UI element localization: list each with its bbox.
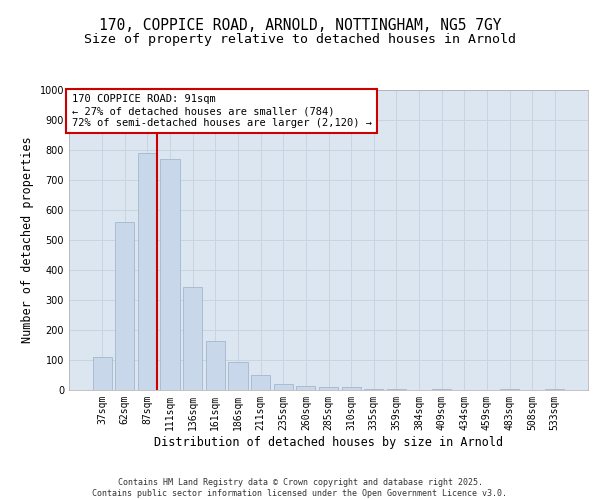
Bar bbox=[387, 388, 406, 390]
X-axis label: Distribution of detached houses by size in Arnold: Distribution of detached houses by size … bbox=[154, 436, 503, 448]
Bar bbox=[115, 222, 134, 390]
Bar bbox=[229, 362, 248, 390]
Bar bbox=[251, 375, 270, 390]
Y-axis label: Number of detached properties: Number of detached properties bbox=[21, 136, 34, 344]
Bar bbox=[432, 388, 451, 390]
Bar bbox=[92, 357, 112, 390]
Text: Contains HM Land Registry data © Crown copyright and database right 2025.
Contai: Contains HM Land Registry data © Crown c… bbox=[92, 478, 508, 498]
Bar bbox=[341, 387, 361, 390]
Bar bbox=[296, 386, 316, 390]
Bar bbox=[206, 340, 225, 390]
Bar bbox=[183, 286, 202, 390]
Text: Size of property relative to detached houses in Arnold: Size of property relative to detached ho… bbox=[84, 32, 516, 46]
Bar bbox=[138, 153, 157, 390]
Bar bbox=[319, 387, 338, 390]
Bar bbox=[274, 384, 293, 390]
Bar bbox=[160, 159, 180, 390]
Bar bbox=[364, 388, 383, 390]
Text: 170, COPPICE ROAD, ARNOLD, NOTTINGHAM, NG5 7GY: 170, COPPICE ROAD, ARNOLD, NOTTINGHAM, N… bbox=[99, 18, 501, 32]
Bar bbox=[500, 388, 519, 390]
Text: 170 COPPICE ROAD: 91sqm
← 27% of detached houses are smaller (784)
72% of semi-d: 170 COPPICE ROAD: 91sqm ← 27% of detache… bbox=[71, 94, 371, 128]
Bar bbox=[545, 388, 565, 390]
